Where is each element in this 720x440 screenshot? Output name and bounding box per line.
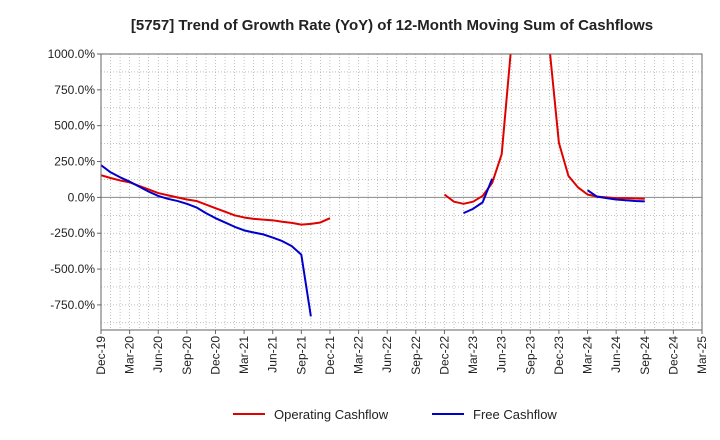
x-tick-label: Sep-24	[638, 336, 652, 375]
y-tick-label: 500.0%	[54, 119, 95, 133]
x-tick-label: Jun-23	[495, 336, 509, 373]
series-layer	[101, 54, 645, 317]
y-tick-label: -500.0%	[50, 262, 95, 276]
legend-label-free-cashflow: Free Cashflow	[473, 407, 557, 422]
x-axis: Dec-19 Mar-20 Jun-20 Sep-20 Dec-20 Mar-21 Jun-…	[94, 330, 709, 375]
x-tick-label: Jun-20	[151, 336, 165, 373]
x-tick-label: Sep-21	[294, 336, 308, 375]
x-tick-label: Mar-25	[695, 336, 709, 374]
x-tick-label: Mar-22	[352, 336, 366, 374]
x-tick-label: Jun-24	[609, 336, 623, 373]
x-tick-label: Mar-20	[123, 336, 137, 374]
free-cashflow-line	[586, 189, 645, 203]
x-tick-label: Dec-20	[208, 336, 222, 375]
free-cashflow-line	[101, 164, 312, 317]
x-tick-label: Dec-19	[94, 336, 108, 375]
free-cashflow-line	[463, 178, 494, 215]
y-tick-label: -750.0%	[50, 298, 95, 312]
y-tick-label: 250.0%	[54, 155, 95, 169]
chart-title: [5757] Trend of Growth Rate (YoY) of 12-…	[131, 17, 653, 34]
y-tick-label: -250.0%	[50, 226, 95, 240]
x-tick-label: Mar-24	[581, 336, 595, 374]
y-tick-label: 750.0%	[54, 83, 95, 97]
plot-area	[101, 54, 702, 330]
x-tick-label: Dec-23	[552, 336, 566, 375]
y-tick-label: 0.0%	[68, 190, 96, 204]
y-axis: 1000.0% 750.0% 500.0% 250.0% 0.0% -250.0% -500…	[48, 47, 101, 312]
x-tick-label: Dec-21	[323, 336, 337, 375]
x-tick-label: Sep-20	[180, 336, 194, 375]
plot-border	[100, 53, 703, 331]
x-tick-label: Dec-22	[437, 336, 451, 375]
x-tick-label: Mar-23	[466, 336, 480, 374]
x-tick-label: Dec-24	[666, 336, 680, 375]
x-tick-label: Sep-23	[523, 336, 537, 375]
legend: Operating Cashflow Free Cashflow	[233, 407, 557, 422]
x-tick-label: Jun-22	[380, 336, 394, 373]
x-tick-label: Jun-21	[266, 336, 280, 373]
x-tick-label: Sep-22	[409, 336, 423, 375]
operating-cashflow-line	[443, 54, 512, 205]
y-tick-label: 1000.0%	[48, 47, 96, 61]
grid	[101, 54, 702, 330]
x-tick-label: Mar-21	[237, 336, 251, 374]
legend-label-operating-cashflow: Operating Cashflow	[274, 407, 389, 422]
